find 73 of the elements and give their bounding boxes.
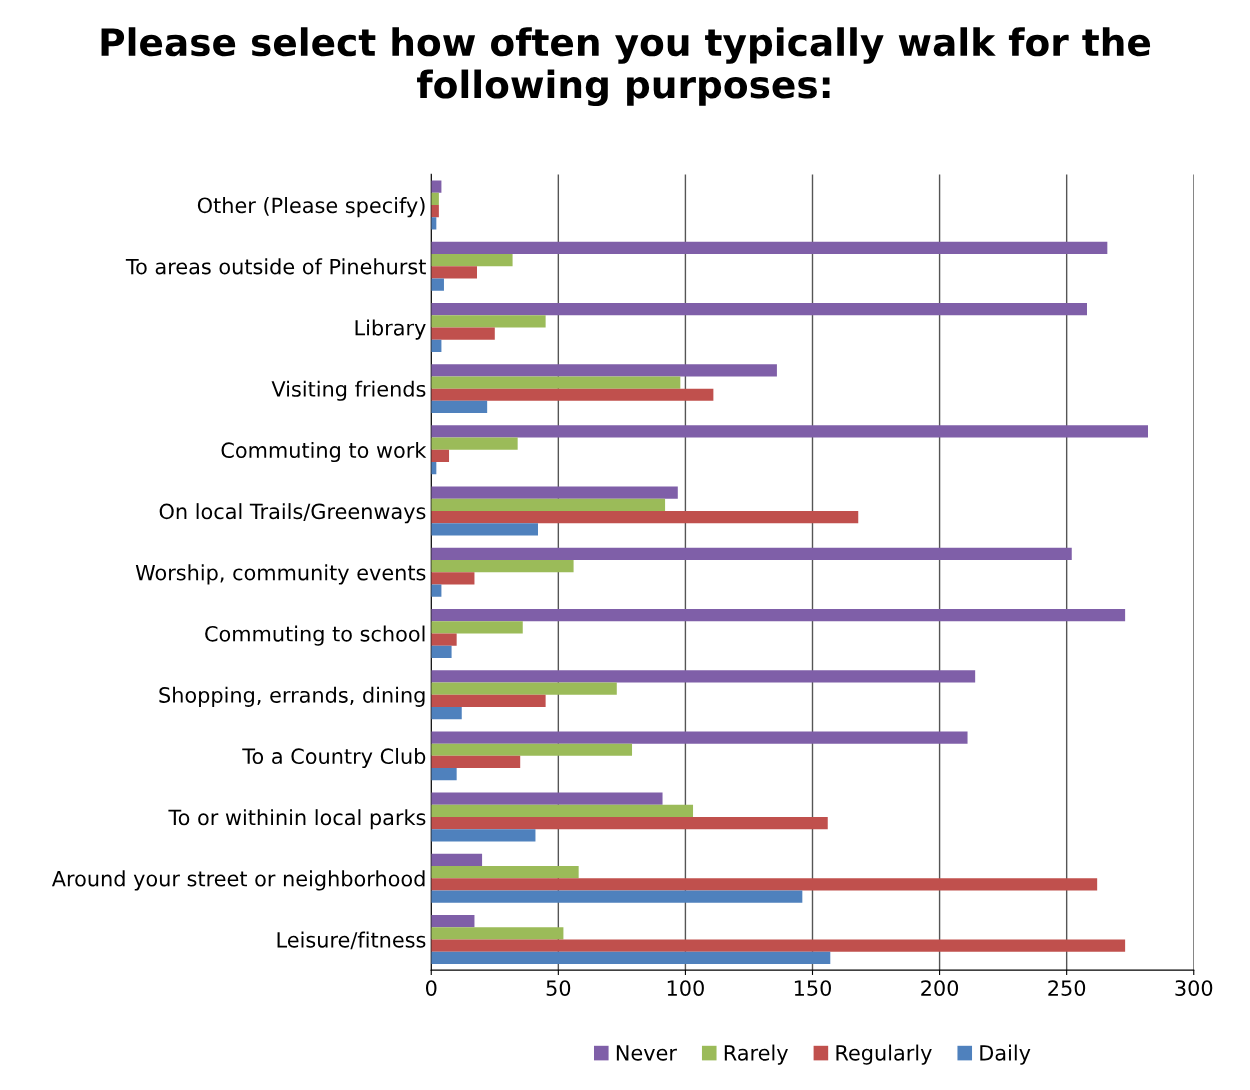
bar: [431, 878, 1098, 891]
y-tick-label: To a Country Club: [242, 747, 426, 769]
bar: [431, 388, 714, 401]
bar: [431, 425, 1148, 438]
legend-label: Rarely: [724, 1044, 788, 1065]
bar: [431, 205, 439, 218]
bar: [431, 768, 457, 781]
y-tick-label: Shopping, errands, dining: [159, 686, 425, 707]
bar: [431, 584, 442, 597]
legend-label: Regularly: [836, 1044, 932, 1065]
legend-label: Daily: [980, 1044, 1031, 1065]
y-tick-label: To or withinin local parks: [168, 809, 426, 830]
legend-label: Never: [616, 1045, 677, 1061]
x-tick-label: 150: [794, 980, 831, 996]
y-tick-label: To areas outside of Pinehurst: [125, 258, 426, 275]
bar: [431, 890, 803, 903]
y-tick-label: Visiting friends: [271, 380, 426, 401]
bar: [431, 755, 521, 769]
bar: [431, 706, 462, 720]
bar: [431, 572, 475, 585]
bar: [431, 743, 633, 756]
bar: [431, 829, 536, 842]
bar: [431, 951, 831, 964]
bar: [431, 939, 1126, 952]
bar: [431, 853, 483, 867]
bar: [431, 266, 477, 279]
bar: [431, 302, 1087, 316]
y-tick-label: Commuting to work: [221, 441, 427, 463]
bar: [431, 633, 457, 646]
x-tick-label: 50: [546, 980, 571, 996]
bar: [431, 437, 518, 450]
bar: [431, 645, 452, 658]
bar: [431, 792, 663, 805]
bar: [431, 804, 694, 818]
bar: [431, 560, 574, 573]
bar: [431, 241, 1108, 254]
bar: [431, 915, 475, 928]
bar: [431, 523, 538, 536]
y-tick-label: On local Trails/Greenways: [159, 503, 426, 524]
y-tick-label: Worship, community events: [135, 564, 426, 585]
bar: [431, 327, 495, 340]
bar: [431, 621, 523, 634]
x-tick-label: 100: [667, 980, 704, 996]
x-tick-label: 250: [1048, 980, 1086, 996]
bar: [431, 449, 450, 463]
x-tick-label: 300: [1175, 980, 1213, 996]
bar: [431, 486, 678, 499]
bar: [431, 511, 859, 524]
bar: [431, 817, 828, 830]
bar: [431, 400, 488, 414]
bar: [431, 364, 777, 377]
bar: [431, 278, 444, 291]
y-tick-label: Library: [355, 319, 426, 340]
y-tick-label: Commuting to school: [205, 625, 425, 646]
bar: [431, 694, 546, 707]
bar: [431, 866, 579, 879]
bar: [431, 731, 968, 744]
x-tick-label: 0: [426, 980, 437, 996]
bar: [431, 608, 1126, 622]
bar: [431, 670, 976, 683]
bar: [431, 253, 513, 267]
bar: [431, 315, 546, 328]
y-tick-label: Leisure/fitness: [277, 931, 426, 950]
y-tick-label: Other (Please specify): [197, 197, 425, 218]
x-tick-label: 200: [921, 980, 959, 996]
bar: [431, 376, 681, 389]
bar: [431, 192, 439, 205]
bar: [431, 682, 617, 695]
bar: [431, 547, 1072, 561]
chart-title: Please select how often you typically walk for the following purposes:: [101, 27, 1151, 107]
y-tick-label: Around your street or neighborhood: [51, 870, 425, 891]
bar: [431, 498, 666, 512]
bar: [431, 927, 564, 940]
